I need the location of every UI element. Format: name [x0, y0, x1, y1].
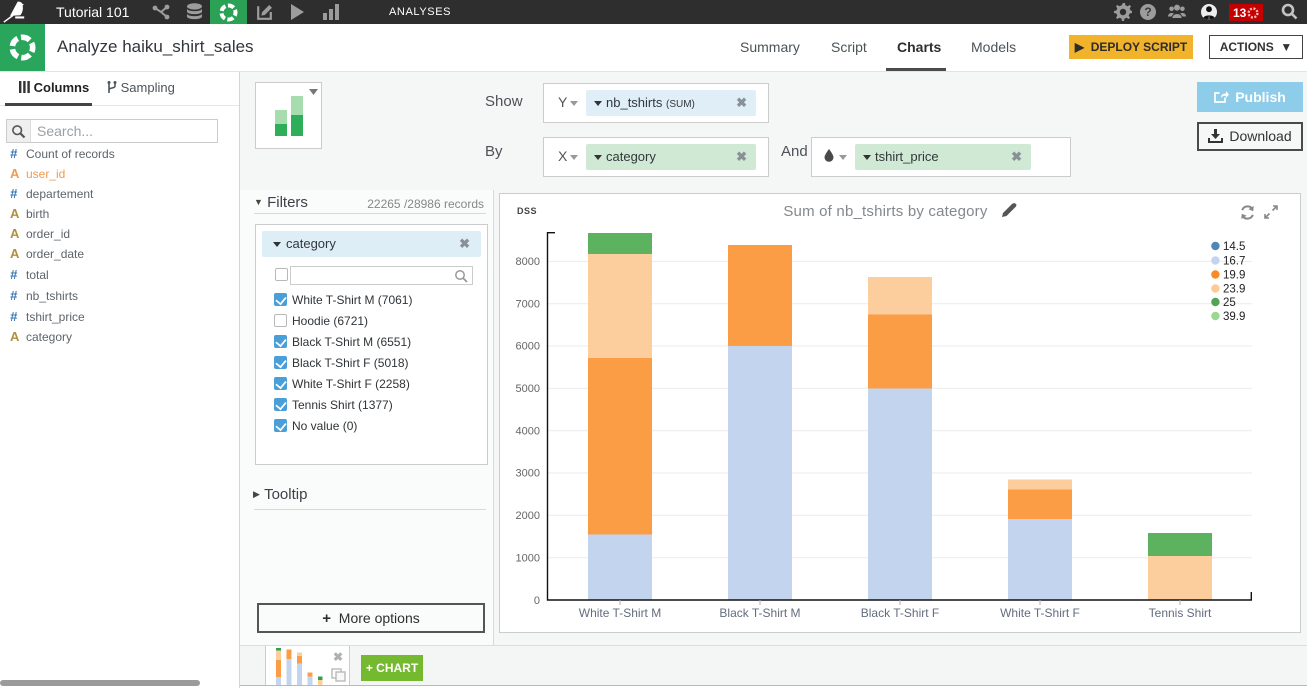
svg-text:16.7: 16.7 [1223, 256, 1245, 268]
svg-text:7000: 7000 [516, 299, 540, 311]
svg-text:Black T-Shirt M: Black T-Shirt M [719, 606, 800, 620]
svg-text:?: ? [1144, 5, 1151, 19]
svg-text:5000: 5000 [516, 383, 540, 395]
svg-text:19.9: 19.9 [1223, 270, 1245, 282]
svg-text:Black T-Shirt F: Black T-Shirt F [861, 606, 939, 620]
svg-text:0: 0 [534, 595, 540, 607]
svg-text:4000: 4000 [516, 425, 540, 437]
svg-text:6000: 6000 [516, 341, 540, 353]
svg-text:23.9: 23.9 [1223, 284, 1245, 296]
svg-text:White T-Shirt F: White T-Shirt F [1000, 606, 1080, 620]
svg-text:39.9: 39.9 [1223, 311, 1245, 323]
svg-text:25: 25 [1223, 297, 1236, 309]
svg-text:Tennis Shirt: Tennis Shirt [1149, 606, 1212, 620]
svg-text:White T-Shirt M: White T-Shirt M [579, 606, 661, 620]
svg-text:2000: 2000 [516, 510, 540, 522]
svg-text:8000: 8000 [516, 256, 540, 268]
svg-text:1000: 1000 [516, 552, 540, 564]
svg-text:14.5: 14.5 [1223, 241, 1245, 253]
svg-text:3000: 3000 [516, 468, 540, 480]
